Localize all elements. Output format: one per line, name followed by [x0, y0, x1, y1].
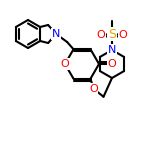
Text: O: O [89, 84, 98, 94]
Text: S: S [108, 28, 116, 40]
Text: O: O [97, 30, 105, 40]
Text: N: N [52, 29, 60, 39]
Text: O: O [108, 59, 116, 69]
Text: O: O [61, 59, 69, 69]
Text: N: N [108, 45, 116, 55]
Text: O: O [119, 30, 127, 40]
